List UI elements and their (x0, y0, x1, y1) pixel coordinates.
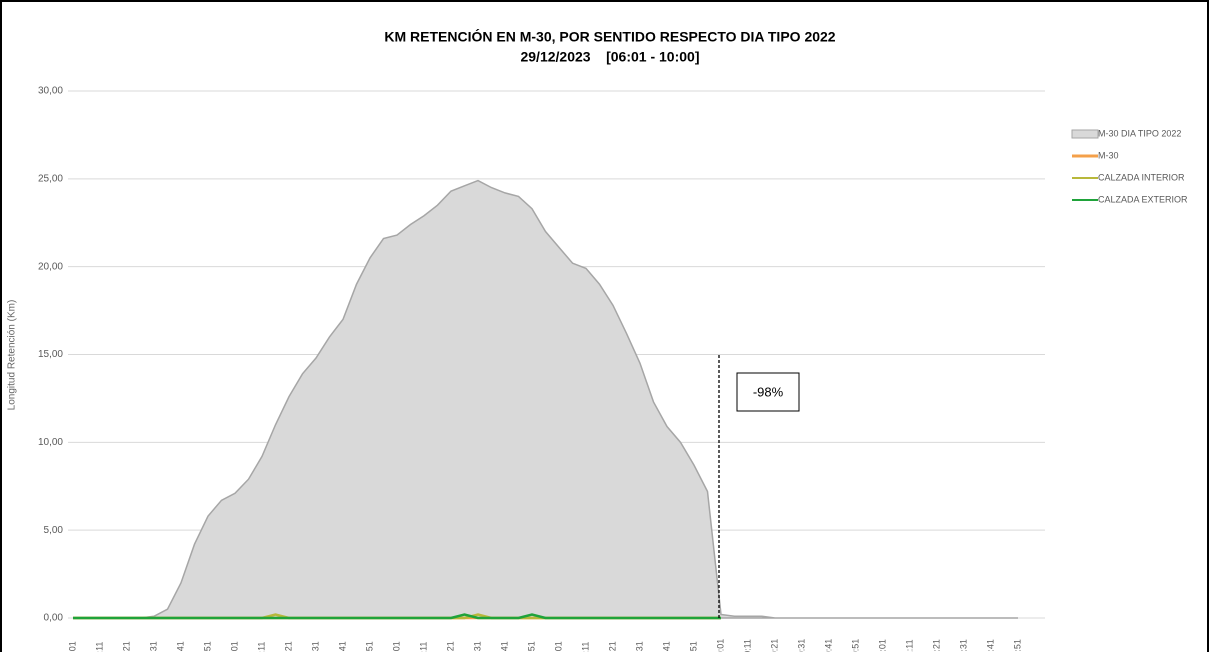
x-tick-label: 9:51 (688, 641, 698, 652)
x-tick-label: 6:21 (121, 641, 131, 652)
x-tick-label: 6:01 (67, 641, 77, 652)
x-tick-label: 11:11 (904, 639, 914, 652)
x-tick-label: 8:31 (472, 641, 482, 652)
x-tick-label: 8:11 (418, 642, 428, 652)
x-tick-label: 8:21 (445, 641, 455, 652)
legend-label: CALZADA EXTERIOR (1098, 194, 1188, 204)
legend-label: M-30 DIA TIPO 2022 (1098, 128, 1181, 138)
x-tick-label: 7:51 (364, 641, 374, 652)
x-tick-label: 8:01 (391, 641, 401, 652)
y-tick-label: 30,00 (38, 86, 63, 97)
x-tick-label: 7:41 (337, 641, 347, 652)
x-tick-label: 7:31 (310, 641, 320, 652)
chart-title: KM RETENCIÓN EN M-30, POR SENTIDO RESPEC… (384, 28, 835, 45)
legend-label: M-30 (1098, 150, 1119, 160)
x-tick-label: 10:01 (715, 639, 725, 652)
x-tick-label: 10:31 (796, 639, 806, 652)
annotation-box (736, 372, 800, 412)
x-tick-label: 9:01 (553, 641, 563, 652)
x-tick-label: 10:11 (742, 639, 752, 652)
y-tick-label: 0,00 (44, 613, 64, 624)
x-tick-label: 10:51 (850, 639, 860, 652)
x-tick-label: 6:51 (202, 641, 212, 652)
y-tick-label: 25,00 (38, 173, 63, 184)
x-tick-label: 7:21 (283, 641, 293, 652)
x-tick-label: 11:21 (931, 639, 941, 652)
y-axis-label: Longitud Retención (Km) (7, 300, 18, 411)
area (73, 179, 1018, 619)
y-tick-label: 10,00 (38, 437, 63, 448)
line (73, 613, 721, 620)
annotation-text: -98% (753, 384, 784, 399)
x-tick-label: 10:41 (823, 639, 833, 652)
x-tick-label: 11:51 (1012, 639, 1022, 652)
x-tick-label: 8:41 (499, 641, 509, 652)
y-tick-label: 5,00 (44, 525, 64, 536)
chart-subtitle: 29/12/2023 [06:01 - 10:00] (520, 49, 699, 65)
x-tick-label: 11:01 (877, 639, 887, 652)
x-tick-label: 11:31 (958, 639, 968, 652)
x-tick-label: 6:41 (175, 641, 185, 652)
x-tick-label: 6:11 (94, 642, 104, 652)
x-tick-label: 10:21 (769, 639, 779, 652)
x-tick-label: 9:21 (607, 641, 617, 652)
x-tick-label: 9:41 (661, 641, 671, 652)
y-tick-label: 20,00 (38, 261, 63, 272)
x-tick-label: 6:31 (148, 641, 158, 652)
x-tick-label: 9:31 (634, 641, 644, 652)
x-tick-label: 8:51 (526, 641, 536, 652)
x-tick-label: 11:41 (985, 639, 995, 652)
legend-swatch (1071, 129, 1099, 139)
x-tick-label: 7:11 (256, 642, 266, 652)
x-tick-label: 9:11 (580, 642, 590, 652)
legend-label: CALZADA INTERIOR (1098, 172, 1185, 182)
y-tick-label: 15,00 (38, 349, 63, 360)
x-tick-label: 7:01 (229, 641, 239, 652)
